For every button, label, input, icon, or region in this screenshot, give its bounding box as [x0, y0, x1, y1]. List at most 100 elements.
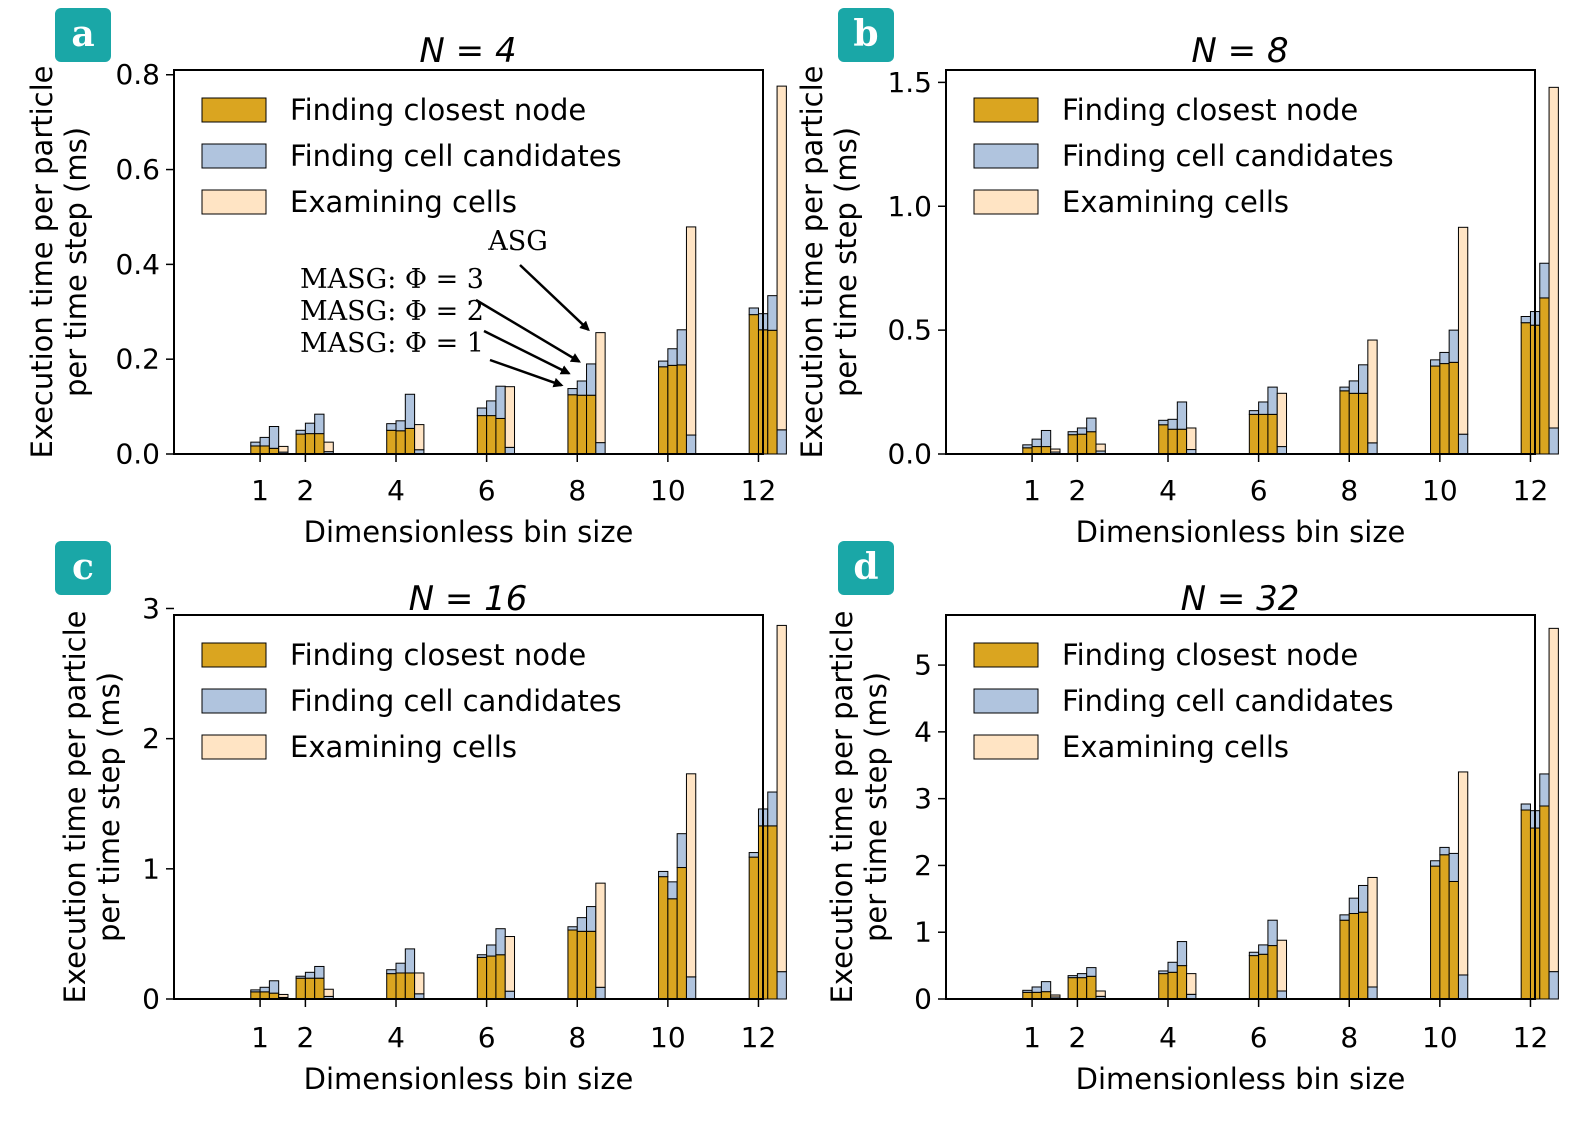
y-tick-label: 0.4 — [115, 248, 160, 281]
y-tick-label: 5 — [914, 649, 932, 682]
y-axis-label-line1: Execution time per particle — [795, 65, 829, 458]
legend-swatch-examining-cells — [201, 189, 267, 215]
bar-closest-node — [395, 430, 406, 455]
bar-examining-cells — [278, 445, 289, 453]
legend: Finding closest node Finding cell candida… — [201, 638, 622, 764]
bar-examining-cells — [685, 226, 697, 436]
x-tick-label: 1 — [1023, 1021, 1041, 1054]
bar-closest-node — [748, 314, 759, 455]
legend-swatch-cell-candidates — [201, 143, 267, 169]
x-axis-label: Dimensionless bin size — [304, 1062, 634, 1096]
bar-cell-candidates — [504, 990, 516, 1000]
legend-swatch-examining-cells — [973, 189, 1039, 215]
bar-closest-node — [1067, 434, 1078, 455]
y-tick-label: 0.0 — [887, 438, 932, 471]
bar-cell-candidates — [1358, 364, 1369, 394]
legend-label: Finding closest node — [1062, 638, 1358, 672]
bar-closest-node — [495, 954, 506, 1000]
bar-cell-candidates — [1067, 431, 1078, 436]
legend-swatch-cell-candidates — [973, 688, 1039, 714]
bar-examining-cells — [776, 624, 787, 973]
bar-examining-cells — [1367, 876, 1378, 988]
bar-cell-candidates — [1539, 773, 1550, 807]
annotation-masg-1: MASG: Φ = 1 — [300, 328, 484, 359]
y-tick-label: 0.2 — [115, 343, 160, 376]
bar-cell-candidates — [395, 962, 406, 974]
x-tick-label: 2 — [296, 1021, 314, 1054]
bar-cell-candidates — [486, 400, 497, 417]
bar-cell-candidates — [1258, 401, 1269, 415]
x-axis-label: Dimensionless bin size — [304, 515, 634, 549]
bar-cell-candidates — [259, 986, 270, 993]
plot-frame — [945, 614, 1536, 1000]
legend-label: Finding closest node — [1062, 93, 1358, 127]
bar-cell-candidates — [495, 928, 506, 956]
bar-examining-cells — [685, 773, 697, 978]
y-axis-label-line1: Execution time per particle — [58, 610, 92, 1003]
bar-cell-candidates — [250, 441, 261, 447]
bar-cell-candidates — [1267, 919, 1278, 947]
y-tick-label: 0.5 — [887, 314, 932, 347]
bar-cell-candidates — [1367, 986, 1378, 1000]
bar-closest-node — [486, 955, 497, 1000]
bar-closest-node — [676, 867, 687, 1000]
plot-frame — [945, 69, 1536, 455]
bar-closest-node — [495, 417, 506, 455]
y-tick-label: 2 — [142, 722, 160, 755]
plot-frame — [173, 69, 764, 455]
bar-closest-node — [1539, 805, 1550, 1000]
bar-cell-candidates — [304, 422, 316, 435]
y-tick-label: 4 — [914, 715, 932, 748]
legend-label: Examining cells — [290, 185, 517, 219]
bar-closest-node — [1520, 809, 1531, 1000]
bar-cell-candidates — [1439, 351, 1450, 365]
x-tick-label: 6 — [478, 474, 496, 507]
bar-cell-candidates — [476, 407, 488, 417]
bar-closest-node — [250, 445, 261, 455]
bar-closest-node — [1086, 431, 1097, 455]
legend: Finding closest node Finding cell candida… — [973, 638, 1394, 764]
legend-swatch-cell-candidates — [201, 688, 267, 714]
bar-closest-node — [667, 898, 678, 1000]
panel-badge-box — [55, 541, 111, 595]
bar-closest-node — [1040, 991, 1052, 1000]
panel-badge-label: a — [71, 13, 94, 55]
legend: Finding closest node Finding cell candida… — [201, 93, 622, 219]
bar-cell-candidates — [748, 852, 759, 858]
bar-cell-candidates — [1031, 438, 1042, 448]
arrow-masg-3 — [475, 298, 581, 363]
x-tick-label: 2 — [1068, 1021, 1086, 1054]
bar-examining-cells — [278, 993, 289, 998]
bar-cell-candidates — [667, 881, 678, 900]
y-axis-label-line1: Execution time per particle — [825, 610, 859, 1003]
x-tick-label: 6 — [478, 1021, 496, 1054]
bar-cell-candidates — [1248, 951, 1260, 957]
bar-closest-node — [476, 415, 488, 455]
x-axis-label: Dimensionless bin size — [1076, 1062, 1406, 1096]
bar-closest-node — [567, 394, 578, 455]
bar-cell-candidates — [1040, 981, 1052, 993]
bar-cell-candidates — [1258, 944, 1269, 955]
bar-closest-node — [1176, 965, 1188, 1000]
bar-cell-candidates — [567, 388, 578, 396]
bar-cell-candidates — [1548, 427, 1559, 455]
bar-closest-node — [386, 429, 397, 455]
bar-cell-candidates — [1457, 433, 1469, 455]
x-tick-label: 6 — [1250, 474, 1268, 507]
bar-cell-candidates — [1276, 990, 1288, 1000]
annotation-masg-2: MASG: Φ = 2 — [300, 296, 484, 327]
panel-badge: a — [55, 8, 111, 62]
y-tick-label: 1.5 — [887, 66, 932, 99]
bar-closest-node — [1076, 977, 1088, 1000]
bar-closest-node — [658, 366, 669, 455]
panel-a: a N = 4 0.0 0.2 0.4 0.6 0.8 1 2 4 6 8 10 12 Dimensionl… — [25, 8, 787, 549]
x-tick-label: 12 — [1513, 1021, 1549, 1054]
legend-swatch-closest-node — [973, 97, 1039, 123]
y-tick-label: 3 — [914, 782, 932, 815]
legend-label: Examining cells — [1062, 730, 1289, 764]
bar-cell-candidates — [386, 423, 397, 431]
bar-closest-node — [250, 991, 261, 1000]
y-tick-label: 1.0 — [887, 190, 932, 223]
panel-badge-label: d — [853, 546, 878, 588]
bar-closest-node — [1031, 446, 1042, 455]
